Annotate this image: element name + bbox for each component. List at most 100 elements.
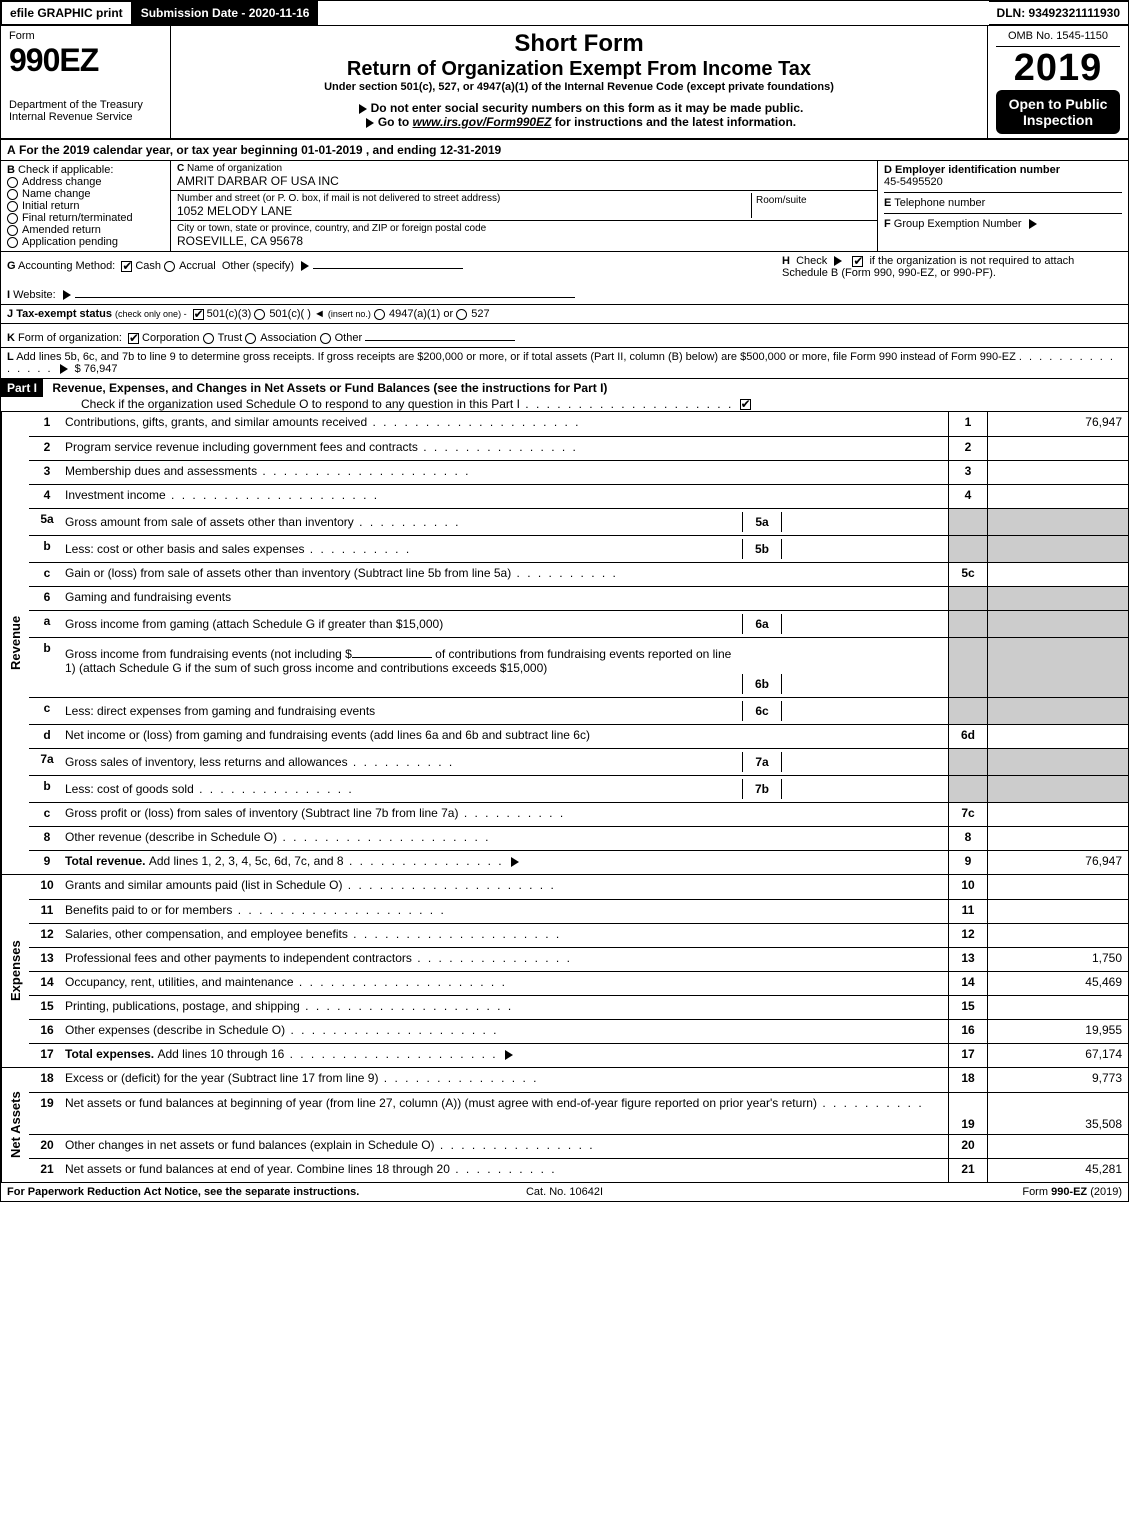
top-bar: efile GRAPHIC print Submission Date - 20…: [1, 1, 1128, 25]
ln: b: [29, 536, 65, 562]
other-blank[interactable]: [313, 255, 463, 269]
arrow-left-icon: ◄: [314, 308, 325, 320]
cb-trust[interactable]: [203, 333, 214, 344]
section-b: B Check if applicable: Address change Na…: [1, 161, 171, 251]
dots: [342, 878, 555, 892]
cb-corporation[interactable]: [128, 333, 139, 344]
ld: Printing, publications, postage, and shi…: [65, 999, 300, 1013]
revenue-lines: 1Contributions, gifts, grants, and simil…: [29, 412, 1128, 874]
ld2: Add lines 10 through 16: [157, 1047, 284, 1061]
cb-4947[interactable]: [374, 309, 385, 320]
rv-shade: [988, 587, 1128, 610]
dots: [348, 755, 455, 769]
website-blank[interactable]: [75, 284, 575, 298]
cb-address-change[interactable]: [7, 177, 18, 188]
triangle-icon: [301, 261, 309, 271]
g-label: Accounting Method:: [18, 260, 115, 272]
line-21: 21Net assets or fund balances at end of …: [29, 1158, 1128, 1182]
rn-shade: [948, 749, 988, 775]
tel-label: Telephone number: [894, 197, 985, 209]
rn: 3: [948, 461, 988, 484]
opt-address: Address change: [22, 176, 102, 188]
row-gh: G Accounting Method: Cash Accrual Other …: [1, 251, 1128, 304]
line-6: 6Gaming and fundraising events: [29, 586, 1128, 610]
cb-501c3[interactable]: [193, 309, 204, 320]
footer-form: Form 990-EZ (2019): [750, 1186, 1122, 1198]
cb-other-org[interactable]: [320, 333, 331, 344]
rv: [988, 437, 1128, 460]
expenses-side-label: Expenses: [1, 875, 29, 1067]
ln: 4: [29, 485, 65, 508]
room-label: Room/suite: [756, 195, 807, 206]
rv: 35,508: [988, 1093, 1128, 1134]
mv: [782, 539, 942, 559]
rv: [988, 461, 1128, 484]
line-17: 17Total expenses. Add lines 10 through 1…: [29, 1043, 1128, 1067]
letter-b: B: [7, 164, 15, 176]
cb-association[interactable]: [245, 333, 256, 344]
rn-shade: [948, 776, 988, 802]
part1-title: Revenue, Expenses, and Changes in Net As…: [46, 379, 613, 397]
cb-schedule-o[interactable]: [740, 399, 751, 410]
ln: 10: [29, 875, 65, 899]
j-note: (check only one) -: [115, 309, 187, 319]
expenses-lines: 10Grants and similar amounts paid (list …: [29, 875, 1128, 1067]
ln: 13: [29, 948, 65, 971]
ln: 21: [29, 1159, 65, 1182]
rv: [988, 996, 1128, 1019]
ln: 19: [29, 1093, 65, 1134]
letter-g: G: [7, 260, 16, 272]
directive1-text: Do not enter social security numbers on …: [371, 101, 804, 115]
efile-print-button[interactable]: efile GRAPHIC print: [1, 1, 132, 25]
cb-initial-return[interactable]: [7, 201, 18, 212]
dots: [450, 1162, 557, 1176]
mv: [782, 641, 942, 694]
dots: [511, 566, 618, 580]
ld: Less: direct expenses from gaming and fu…: [65, 704, 375, 718]
rn: 16: [948, 1020, 988, 1043]
directive-goto: Go to www.irs.gov/Form990EZ for instruct…: [179, 115, 979, 129]
cb-schedule-b[interactable]: [852, 256, 863, 267]
rv: [988, 875, 1128, 899]
line-5b: bLess: cost or other basis and sales exp…: [29, 535, 1128, 562]
cb-527[interactable]: [456, 309, 467, 320]
dots: [166, 488, 379, 502]
line-9: 9Total revenue. Add lines 1, 2, 3, 4, 5c…: [29, 850, 1128, 874]
ld-bold: Total expenses.: [65, 1047, 157, 1061]
ln: 20: [29, 1135, 65, 1158]
cb-amended[interactable]: [7, 225, 18, 236]
cb-accrual[interactable]: [164, 261, 175, 272]
line-6d: dNet income or (loss) from gaming and fu…: [29, 724, 1128, 748]
footer-catno: Cat. No. 10642I: [379, 1186, 751, 1198]
line-5a: 5aGross amount from sale of assets other…: [29, 508, 1128, 535]
ln: c: [29, 563, 65, 586]
letter-d: D: [884, 164, 892, 176]
blank-6b[interactable]: [352, 644, 432, 658]
cb-501c[interactable]: [254, 309, 265, 320]
mn: 5b: [742, 539, 782, 559]
triangle-icon: [63, 290, 71, 300]
ln: 2: [29, 437, 65, 460]
mv: [782, 701, 942, 721]
k-other-blank[interactable]: [365, 327, 515, 341]
opt-accrual: Accrual: [179, 260, 216, 272]
cb-application-pending[interactable]: [7, 237, 18, 248]
cb-name-change[interactable]: [7, 189, 18, 200]
c-street-label: Number and street (or P. O. box, if mail…: [177, 193, 751, 204]
dots: [412, 951, 572, 965]
dots: [435, 1138, 595, 1152]
part1-note: (see the instructions for Part I): [433, 381, 607, 395]
ld: Contributions, gifts, grants, and simila…: [65, 415, 367, 429]
cb-cash[interactable]: [121, 261, 132, 272]
room-suite: Room/suite: [751, 193, 871, 218]
b-title: Check if applicable:: [18, 164, 113, 176]
ln: b: [29, 776, 65, 802]
cb-final-return[interactable]: [7, 213, 18, 224]
org-street: 1052 MELODY LANE: [177, 204, 751, 218]
line-4: 4Investment income4: [29, 484, 1128, 508]
j-opt2: 501(c)( ): [269, 308, 311, 320]
rn: 21: [948, 1159, 988, 1182]
irs-link[interactable]: www.irs.gov/Form990EZ: [413, 115, 552, 129]
footer-paperwork: For Paperwork Reduction Act Notice, see …: [7, 1186, 379, 1198]
rv: 9,773: [988, 1068, 1128, 1092]
